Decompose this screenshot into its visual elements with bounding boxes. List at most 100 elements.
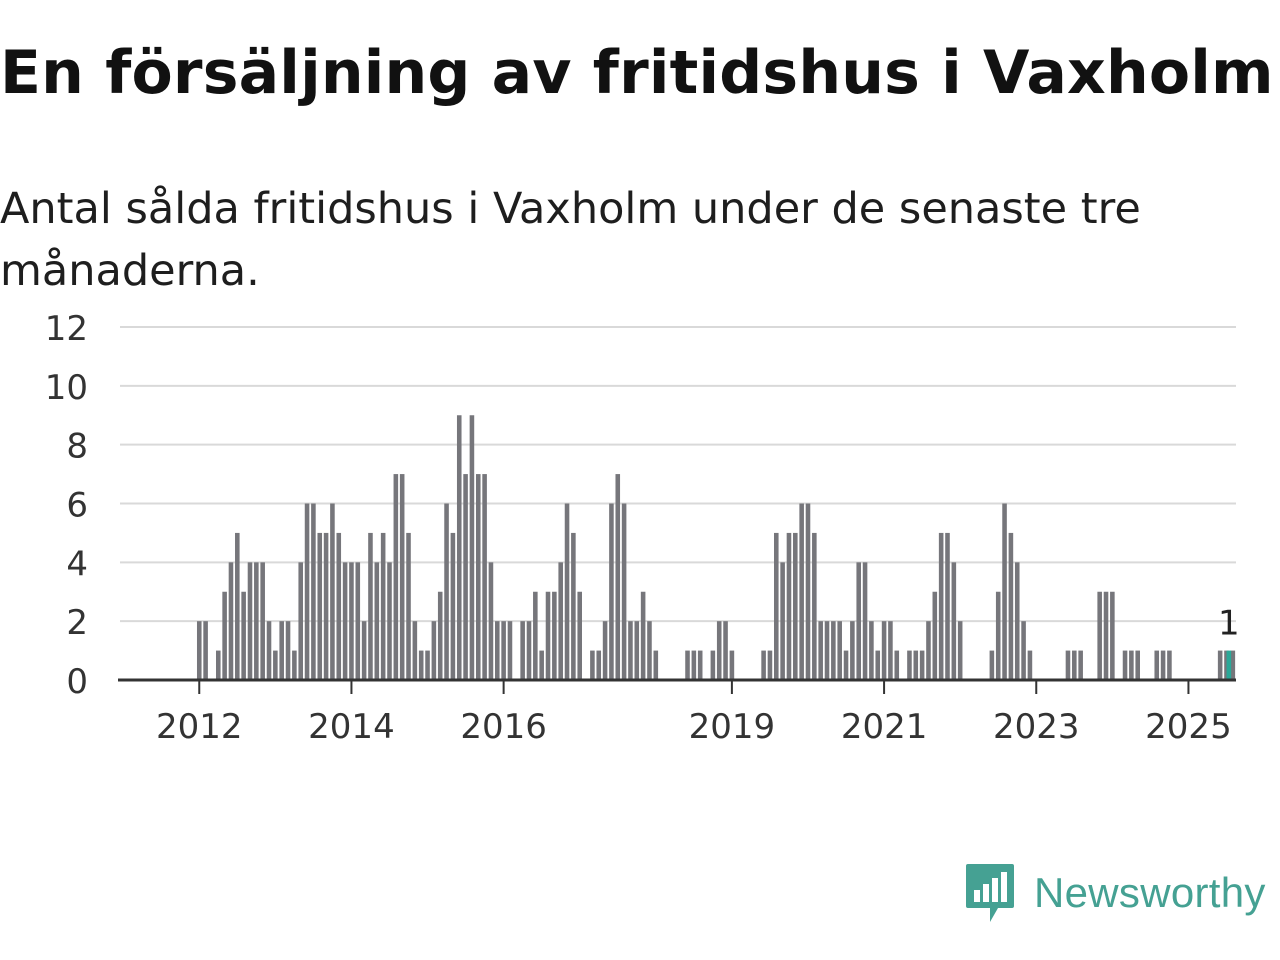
x-tick-label: 2014: [308, 707, 395, 747]
bar: [729, 650, 735, 680]
bar: [1014, 562, 1020, 680]
bar: [653, 650, 659, 680]
bar: [793, 532, 798, 680]
bar: [539, 650, 544, 680]
bar: [450, 532, 456, 680]
bar: [710, 650, 716, 680]
bar: [590, 650, 595, 680]
bar: [520, 621, 525, 680]
chart-subtitle: Antal sålda fritidshus i Vaxholm under d…: [0, 184, 1141, 296]
x-tick-label: 2021: [841, 707, 928, 747]
bar: [1160, 650, 1166, 680]
bar: [444, 503, 449, 680]
bar: [723, 621, 728, 680]
bar: [235, 532, 240, 680]
bar: [571, 532, 576, 680]
bar: [501, 621, 506, 680]
bar: [361, 621, 367, 680]
bar: [907, 650, 912, 680]
bar: [533, 591, 538, 680]
bar: [425, 650, 430, 680]
bar: [881, 621, 887, 680]
bar: [526, 621, 532, 680]
bar: [1078, 650, 1083, 680]
bar: [355, 562, 361, 680]
bar: [412, 621, 418, 680]
bar: [932, 591, 938, 680]
bar: [609, 503, 614, 680]
bar: [824, 621, 830, 680]
bar: [615, 474, 621, 680]
bar: [938, 532, 944, 680]
bar: [1008, 532, 1014, 680]
bar: [818, 621, 823, 680]
bar: [634, 621, 640, 680]
newsworthy-logo-icon: [966, 864, 1014, 922]
bar: [1072, 650, 1077, 680]
x-tick-label: 2023: [993, 707, 1080, 747]
bar: [475, 474, 481, 680]
bar: [488, 562, 494, 680]
bar: [640, 591, 646, 680]
bar: [216, 650, 221, 680]
bar: [1129, 650, 1134, 680]
bar: [647, 621, 652, 680]
bar: [799, 503, 804, 680]
bar: [786, 532, 792, 680]
bar: [628, 621, 633, 680]
x-tick-label: 2025: [1145, 707, 1232, 747]
bar: [1110, 591, 1115, 680]
bar: [1224, 650, 1229, 680]
bar: [621, 503, 627, 680]
bar: [349, 562, 354, 680]
bar: [989, 650, 995, 680]
bar: [1021, 621, 1026, 680]
bar: [406, 532, 411, 680]
bar: [1097, 591, 1102, 680]
bar: [697, 650, 703, 680]
bar: [1065, 650, 1071, 680]
bar: [1027, 650, 1033, 680]
bar: [368, 532, 373, 680]
bar: [1122, 650, 1128, 680]
bar: [222, 591, 227, 680]
x-tick-label: 2016: [460, 707, 547, 747]
bar: [1103, 591, 1109, 680]
y-tick-label: 8: [66, 427, 88, 467]
bar: [418, 650, 424, 680]
brand-name: Newsworthy: [1034, 869, 1266, 916]
y-tick-label: 0: [66, 662, 88, 702]
bar: [1002, 503, 1007, 680]
bar: [431, 621, 437, 680]
bar: [957, 621, 963, 680]
bar: [843, 650, 849, 680]
bar: [241, 591, 246, 680]
bar: [577, 591, 582, 680]
bar: [279, 621, 284, 680]
bar: [862, 562, 868, 680]
bar: [1154, 650, 1160, 680]
bar: [463, 474, 468, 680]
bar-chart: 0 2 4 6 8 10 12 1 2012 2014 2016 2019 2021 2023 2025: [45, 309, 1240, 747]
bar: [767, 650, 773, 680]
bar: [469, 415, 475, 680]
bar: [875, 650, 881, 680]
y-tick-label: 4: [66, 544, 88, 584]
bar: [869, 621, 874, 680]
bar: [456, 415, 462, 680]
x-tick-label: 2012: [156, 707, 243, 747]
bar: [292, 650, 297, 680]
bar: [387, 562, 392, 680]
bar: [774, 532, 779, 680]
newsworthy-brand: Newsworthy: [964, 862, 1266, 924]
bar: [247, 562, 253, 680]
y-tick-label: 10: [45, 368, 88, 408]
bar: [393, 474, 399, 680]
bar: [323, 532, 329, 680]
bar: [330, 503, 335, 680]
bar: [995, 591, 1001, 680]
bar: [482, 474, 487, 680]
highlight-bar: [1226, 650, 1232, 680]
bar: [317, 532, 323, 680]
bar: [336, 532, 342, 680]
